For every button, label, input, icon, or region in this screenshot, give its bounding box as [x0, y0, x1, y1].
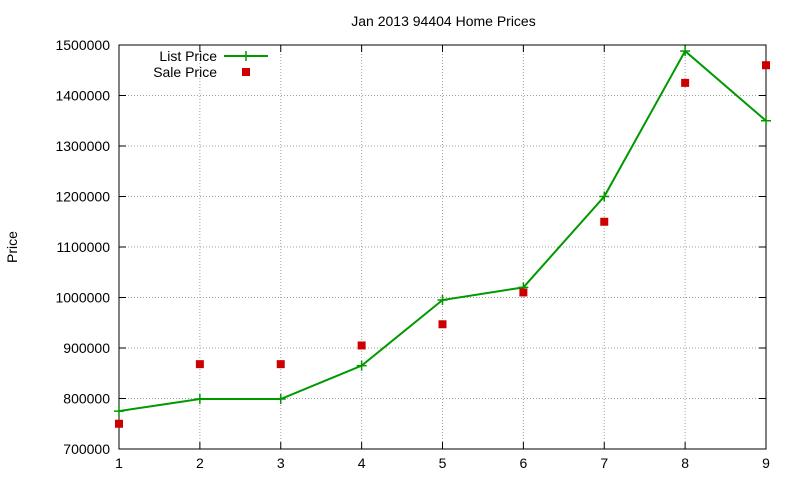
x-tick-label: 9 — [762, 455, 770, 471]
tick-layer: 700000 800000 900000 1000000 1100000 1200000 1… — [55, 37, 770, 471]
y-tick-label: 900000 — [63, 340, 110, 356]
legend-swatch-list-price — [224, 51, 268, 61]
grid-layer — [119, 45, 766, 449]
chart-title: Jan 2013 94404 Home Prices — [351, 13, 535, 29]
legend-label-list-price: List Price — [159, 48, 217, 64]
y-tick-label: 1300000 — [55, 138, 110, 154]
sale-price-point — [195, 360, 204, 369]
y-tick-label: 800000 — [63, 391, 110, 407]
list-price-point — [761, 115, 771, 126]
x-tick-label: 4 — [358, 455, 366, 471]
x-tick-label: 2 — [196, 455, 204, 471]
y-tick-label: 1200000 — [55, 189, 110, 205]
sale-price-point — [357, 341, 366, 350]
y-tick-label: 700000 — [63, 441, 110, 457]
legend-swatch-sale-price — [242, 68, 250, 76]
y-axis-title: Price — [4, 231, 20, 263]
series-layer — [114, 46, 771, 428]
list-price-point — [356, 360, 367, 371]
legend-marker-sale-price — [242, 68, 250, 76]
y-tick-label: 1500000 — [55, 37, 110, 53]
x-tick-label: 6 — [519, 455, 527, 471]
sale-price-point — [519, 288, 528, 297]
list-price-point — [114, 406, 124, 417]
x-tick-label: 1 — [115, 455, 123, 471]
x-tick-label: 7 — [600, 455, 608, 471]
list-price-point — [680, 46, 691, 57]
sale-price-point — [762, 61, 770, 70]
x-tick-label: 3 — [277, 455, 285, 471]
sale-price-point — [681, 78, 690, 87]
list-price-point — [194, 394, 205, 405]
list-price-point — [437, 295, 448, 306]
plot-frame — [118, 44, 767, 450]
legend-label-sale-price: Sale Price — [153, 64, 217, 80]
x-tick-label: 5 — [439, 455, 447, 471]
list-price-point — [275, 394, 286, 405]
sale-price-point — [115, 419, 123, 428]
sale-price-point — [600, 217, 609, 226]
sale-price-point — [438, 320, 447, 329]
legend: List Price Sale Price — [153, 48, 268, 80]
y-tick-label: 1000000 — [55, 290, 110, 306]
list-price-point — [599, 191, 610, 202]
y-tick-label: 1400000 — [55, 88, 110, 104]
sale-price-point — [276, 360, 285, 369]
x-tick-label: 8 — [681, 455, 689, 471]
y-tick-label: 1100000 — [57, 239, 111, 255]
legend-marker-list-price — [241, 51, 251, 61]
